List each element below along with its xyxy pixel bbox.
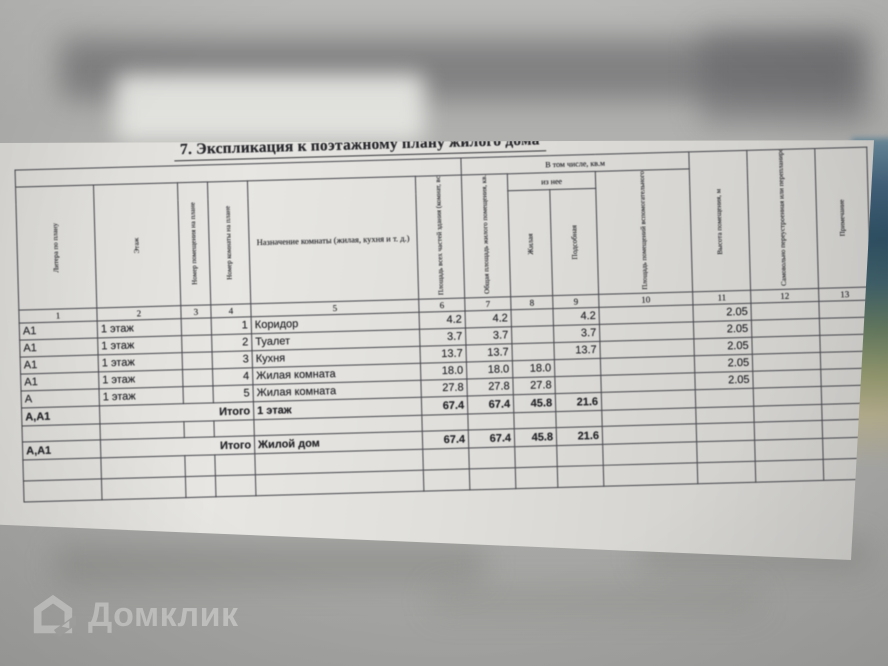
cell-podsobnaya: 13.7 — [553, 341, 601, 360]
cell-total-area: 13.7 — [419, 344, 467, 364]
cell-litera: А,А1 — [21, 405, 100, 427]
header-samovolno: Самовольно переустроенная или перепланир… — [746, 148, 819, 291]
cell-podsobnaya — [554, 375, 602, 394]
cell-obshchaya: 67.4 — [468, 428, 515, 448]
empty-cell — [696, 422, 755, 442]
empty-cell — [752, 352, 821, 372]
cell-zhilaya: 18.0 — [512, 359, 555, 378]
col-number: 6 — [418, 298, 466, 313]
col-number: 7 — [464, 296, 512, 312]
empty-cell — [181, 317, 212, 336]
header-podsobnaya: Подсобная — [549, 188, 599, 296]
empty-cell — [753, 386, 822, 407]
cell-total-area: 67.4 — [422, 429, 469, 450]
cell-total-area: 18.0 — [420, 361, 467, 381]
empty-cell — [182, 368, 213, 387]
cell-room-no: 2 — [211, 333, 253, 352]
header-litera: Литера по плану — [15, 185, 97, 311]
empty-cell — [751, 318, 820, 338]
cell-height: 2.05 — [694, 354, 753, 373]
cell-obshchaya: 67.4 — [467, 394, 514, 414]
header-naznachenie: Назначение комнаты (жилая, кухня и т. д.… — [247, 176, 419, 304]
empty-cell — [754, 420, 823, 441]
cell-podsobnaya: 3.7 — [553, 324, 600, 343]
header-obshchaya: Общая площадь жилого помещения, кв.м — [461, 173, 511, 299]
explication-table: В том числе, кв.м Высота помещения, м Са… — [15, 147, 874, 503]
empty-cell — [182, 385, 214, 404]
header-ploshchad-vsekh: Площадь всех частей здания (комнат, вспо… — [415, 175, 465, 300]
cell-litera: А1 — [20, 371, 100, 392]
header-primechanie: Примечание — [814, 147, 871, 289]
cell-litera: А — [21, 388, 100, 409]
domclick-house-icon — [33, 594, 76, 638]
col-number: 3 — [180, 304, 212, 319]
cell-total-area: 3.7 — [419, 328, 467, 347]
cell-height: 2.05 — [694, 371, 754, 390]
empty-cell — [182, 351, 213, 370]
col-number: 9 — [552, 294, 600, 309]
cell-litera: А,А1 — [22, 439, 101, 461]
background-blur-smudge — [55, 545, 485, 585]
header-vspomogatelnaya: Площадь помещений вспомогательного испол… — [595, 168, 693, 295]
cell-zhilaya: 27.8 — [512, 376, 556, 395]
cell-zhilaya — [511, 342, 555, 361]
cell-zhilaya: 45.8 — [514, 427, 557, 447]
cell-height: 2.05 — [693, 337, 753, 356]
watermark-text: Домклик — [88, 595, 239, 634]
cell-litera: А1 — [19, 320, 98, 341]
empty-cell — [752, 369, 822, 389]
cell-obshchaya: 3.7 — [465, 326, 512, 345]
cell-obshchaya: 27.8 — [466, 377, 514, 396]
cell-zhilaya — [511, 308, 554, 327]
empty-cell — [695, 388, 754, 408]
cell-zhilaya — [511, 325, 554, 344]
cell-obshchaya: 4.2 — [465, 309, 512, 329]
cell-height: 2.05 — [693, 320, 752, 339]
background-blur-smudge — [115, 74, 425, 142]
cell-room-no: 5 — [212, 384, 254, 403]
domclick-watermark: Домклик — [30, 592, 239, 638]
cell-podsobnaya: 4.2 — [553, 307, 600, 326]
empty-cell — [751, 301, 820, 321]
cell-zhilaya: 45.8 — [513, 393, 556, 413]
header-nomer-komnaty: Номер комнаты на плане — [207, 180, 251, 305]
cell-total-area: 27.8 — [420, 378, 468, 398]
background-blur-smudge — [430, 585, 760, 615]
header-nomer-pomeshcheniya: Номер помещения на плане — [177, 181, 211, 306]
cell-obshchaya: 18.0 — [466, 360, 513, 379]
empty-cell — [181, 334, 213, 353]
cell-podsobnaya: 21.6 — [556, 426, 603, 446]
cell-room-no: 3 — [212, 350, 253, 369]
document-content: 7. Экспликация к поэтажному плану жилого… — [14, 140, 874, 503]
cell-litera: А1 — [20, 354, 99, 375]
header-vysota: Высота помещения, м — [688, 150, 751, 292]
cell-obshchaya: 13.7 — [466, 343, 513, 362]
document-sheet: 7. Экспликация к поэтажному плану жилого… — [0, 140, 874, 560]
empty-cell — [818, 300, 872, 319]
cell-podsobnaya — [554, 358, 601, 377]
col-number: 8 — [510, 295, 554, 310]
background-blur-smudge — [700, 30, 870, 125]
header-zhilaya: Жилая — [507, 189, 553, 297]
empty-cell — [751, 335, 821, 355]
cell-height: 2.05 — [693, 303, 752, 322]
header-etazh: Этаж — [93, 182, 181, 308]
cell-room-no: 4 — [212, 367, 253, 386]
cell-total-area: 4.2 — [419, 311, 466, 330]
cell-litera: А1 — [19, 337, 99, 358]
cell-total-area: 67.4 — [421, 395, 468, 416]
col-number: 4 — [210, 303, 252, 318]
cell-room-no: 1 — [211, 316, 252, 335]
cell-podsobnaya: 21.6 — [555, 392, 602, 412]
